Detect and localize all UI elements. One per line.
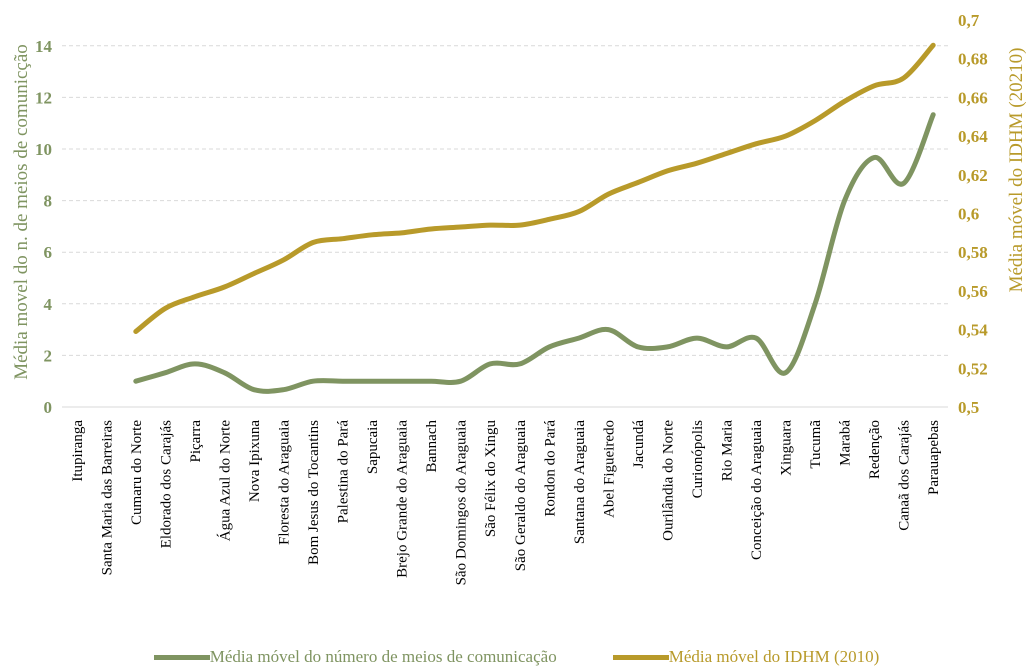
legend-swatch-comm	[153, 654, 210, 660]
left-tick-label: 8	[44, 192, 53, 211]
right-tick-label: 0,7	[958, 11, 980, 30]
series-line-idhm	[133, 42, 936, 334]
left-tick-label: 0	[44, 398, 53, 417]
left-tick-label: 14	[35, 37, 53, 56]
category-label: Curionópolis	[690, 420, 706, 499]
category-label: Itupiranga	[70, 420, 86, 482]
left-tick-label: 4	[44, 295, 53, 314]
category-label: Rio Maria	[720, 420, 736, 482]
right-tick-label: 0,62	[958, 166, 988, 185]
legend-label-idhm: Média móvel do IDHM (2010)	[668, 647, 880, 666]
category-label: Jacundá	[631, 420, 647, 469]
category-label: Santana do Araguaia	[572, 420, 588, 544]
series-lines	[133, 42, 936, 394]
category-label: Sapucaia	[365, 420, 381, 474]
category-label: Redenção	[867, 420, 883, 479]
legend-item-comm: Média móvel do número de meios de comuni…	[153, 647, 557, 667]
category-label: Canaã dos Carajás	[897, 420, 913, 531]
right-tick-label: 0,52	[958, 359, 988, 378]
left-tick-label: 6	[44, 243, 53, 262]
left-axis-ticks: 0 2 4 6 8 10 12 14	[35, 37, 53, 417]
right-tick-label: 0,58	[958, 243, 988, 262]
right-axis-title: Média móvel do IDHM (20210)	[1006, 48, 1027, 293]
right-axis-ticks: 0,5 0,52 0,54 0,56 0,58 0,6 0,62 0,64 0,66 0,68 0,…	[958, 11, 988, 417]
category-label: São Geraldo do Araguaia	[513, 420, 529, 572]
right-tick-label: 0,64	[958, 127, 988, 146]
series-line-communication	[133, 112, 936, 394]
grid-lines	[62, 45, 948, 408]
category-label: Abel Figueiredo	[601, 420, 617, 518]
legend-swatch-idhm	[612, 654, 669, 660]
left-axis-title: Média movel do n. de meios de comunicção	[11, 44, 32, 380]
category-label: Nova Ipixuna	[247, 420, 263, 502]
right-tick-label: 0,66	[958, 88, 988, 107]
category-label: Marabá	[838, 420, 854, 466]
legend-item-idhm: Média móvel do IDHM (2010)	[612, 647, 880, 667]
right-tick-label: 0,56	[958, 282, 988, 301]
category-label: Bom Jesus do Tocantins	[306, 420, 322, 565]
category-label: Piçarra	[188, 420, 204, 463]
category-label: Brejo Grande do Araguaia	[395, 420, 411, 578]
category-label: São Domingos do Araguaia	[454, 420, 470, 586]
right-tick-label: 0,68	[958, 50, 988, 69]
category-label: São Félix do Xingu	[483, 420, 499, 538]
legend: Média móvel do número de meios de comuni…	[0, 643, 1033, 671]
right-tick-label: 0,6	[958, 205, 979, 224]
category-label: Floresta do Araguaia	[277, 420, 293, 545]
left-tick-label: 12	[35, 88, 52, 107]
left-tick-label: 2	[44, 346, 53, 365]
right-tick-label: 0,54	[958, 321, 988, 340]
legend-label-comm: Média móvel do número de meios de comuni…	[209, 647, 557, 666]
category-label: Santa Maria das Barreiras	[99, 420, 115, 576]
category-label: Palestina do Pará	[336, 420, 352, 524]
left-tick-label: 10	[35, 140, 52, 159]
category-label: Parauapebas	[926, 420, 942, 495]
category-label: Bannach	[424, 420, 440, 473]
category-label: Conceição do Araguaia	[749, 420, 765, 560]
category-label: Cumaru do Norte	[129, 420, 145, 525]
category-axis-ticks: Itupiranga Santa Maria das Barreiras Cumar…	[70, 420, 942, 586]
right-tick-label: 0,5	[958, 398, 979, 417]
category-label: Água Azul do Norte	[216, 420, 233, 542]
category-label: Ourilândia do Norte	[660, 420, 676, 541]
category-label: Xinguara	[779, 420, 795, 476]
category-label: Tucumã	[808, 420, 824, 469]
category-label: Rondon do Pará	[542, 420, 558, 517]
category-label: Eldorado dos Carajás	[158, 420, 174, 548]
